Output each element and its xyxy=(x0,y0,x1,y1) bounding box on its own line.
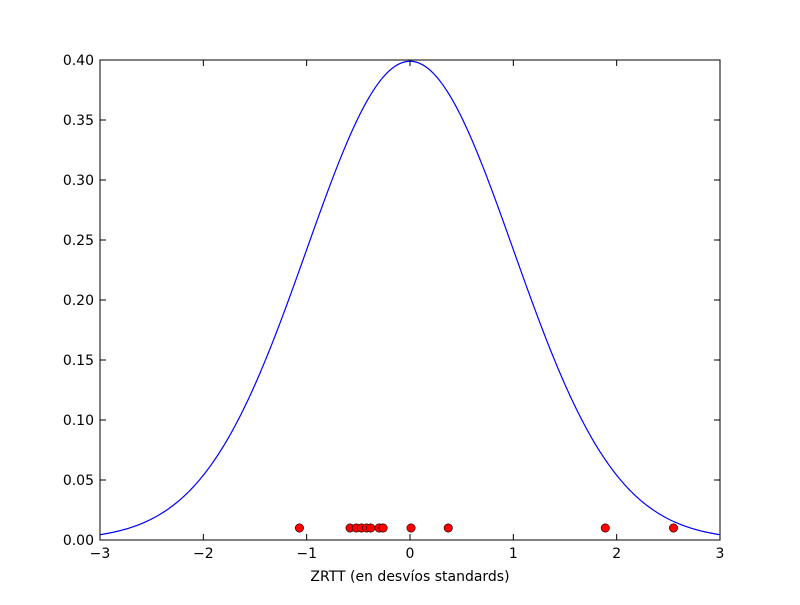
y-tick-label: 0.25 xyxy=(63,233,94,249)
y-tick-label: 0.00 xyxy=(63,533,94,549)
y-tick-label: 0.15 xyxy=(63,353,94,369)
data-point xyxy=(294,523,304,533)
data-point xyxy=(600,523,610,533)
x-tick-label: −3 xyxy=(90,546,111,562)
data-point xyxy=(366,523,376,533)
y-tick-label: 0.10 xyxy=(63,413,94,429)
x-axis-label: ZRTT (en desvíos standards) xyxy=(310,569,509,585)
curve-layer xyxy=(99,60,721,536)
ticks-layer: −3 −2 −1 0 1 2 3 0.00 0.05 0.10 0.15 0.20 0.25 0.30 0.… xyxy=(63,53,725,562)
x-tick-label: 2 xyxy=(612,546,621,562)
y-tick-label: 0.35 xyxy=(63,113,94,129)
data-point xyxy=(668,523,678,533)
y-tick-label: 0.05 xyxy=(63,473,94,489)
x-tick-label: −2 xyxy=(193,546,214,562)
normal-curve-line xyxy=(99,60,721,536)
y-tick-label: 0.40 xyxy=(63,53,94,69)
data-point xyxy=(378,523,388,533)
x-tick-label: 3 xyxy=(716,546,725,562)
data-point xyxy=(443,523,453,533)
points-layer xyxy=(294,523,678,533)
x-tick-label: 0 xyxy=(406,546,415,562)
y-tick-label: 0.20 xyxy=(63,293,94,309)
y-tick-label: 0.30 xyxy=(63,173,94,189)
plot-area-frame xyxy=(99,59,721,541)
x-tick-label: 1 xyxy=(509,546,518,562)
data-point xyxy=(406,523,416,533)
x-tick-label: −1 xyxy=(296,546,317,562)
